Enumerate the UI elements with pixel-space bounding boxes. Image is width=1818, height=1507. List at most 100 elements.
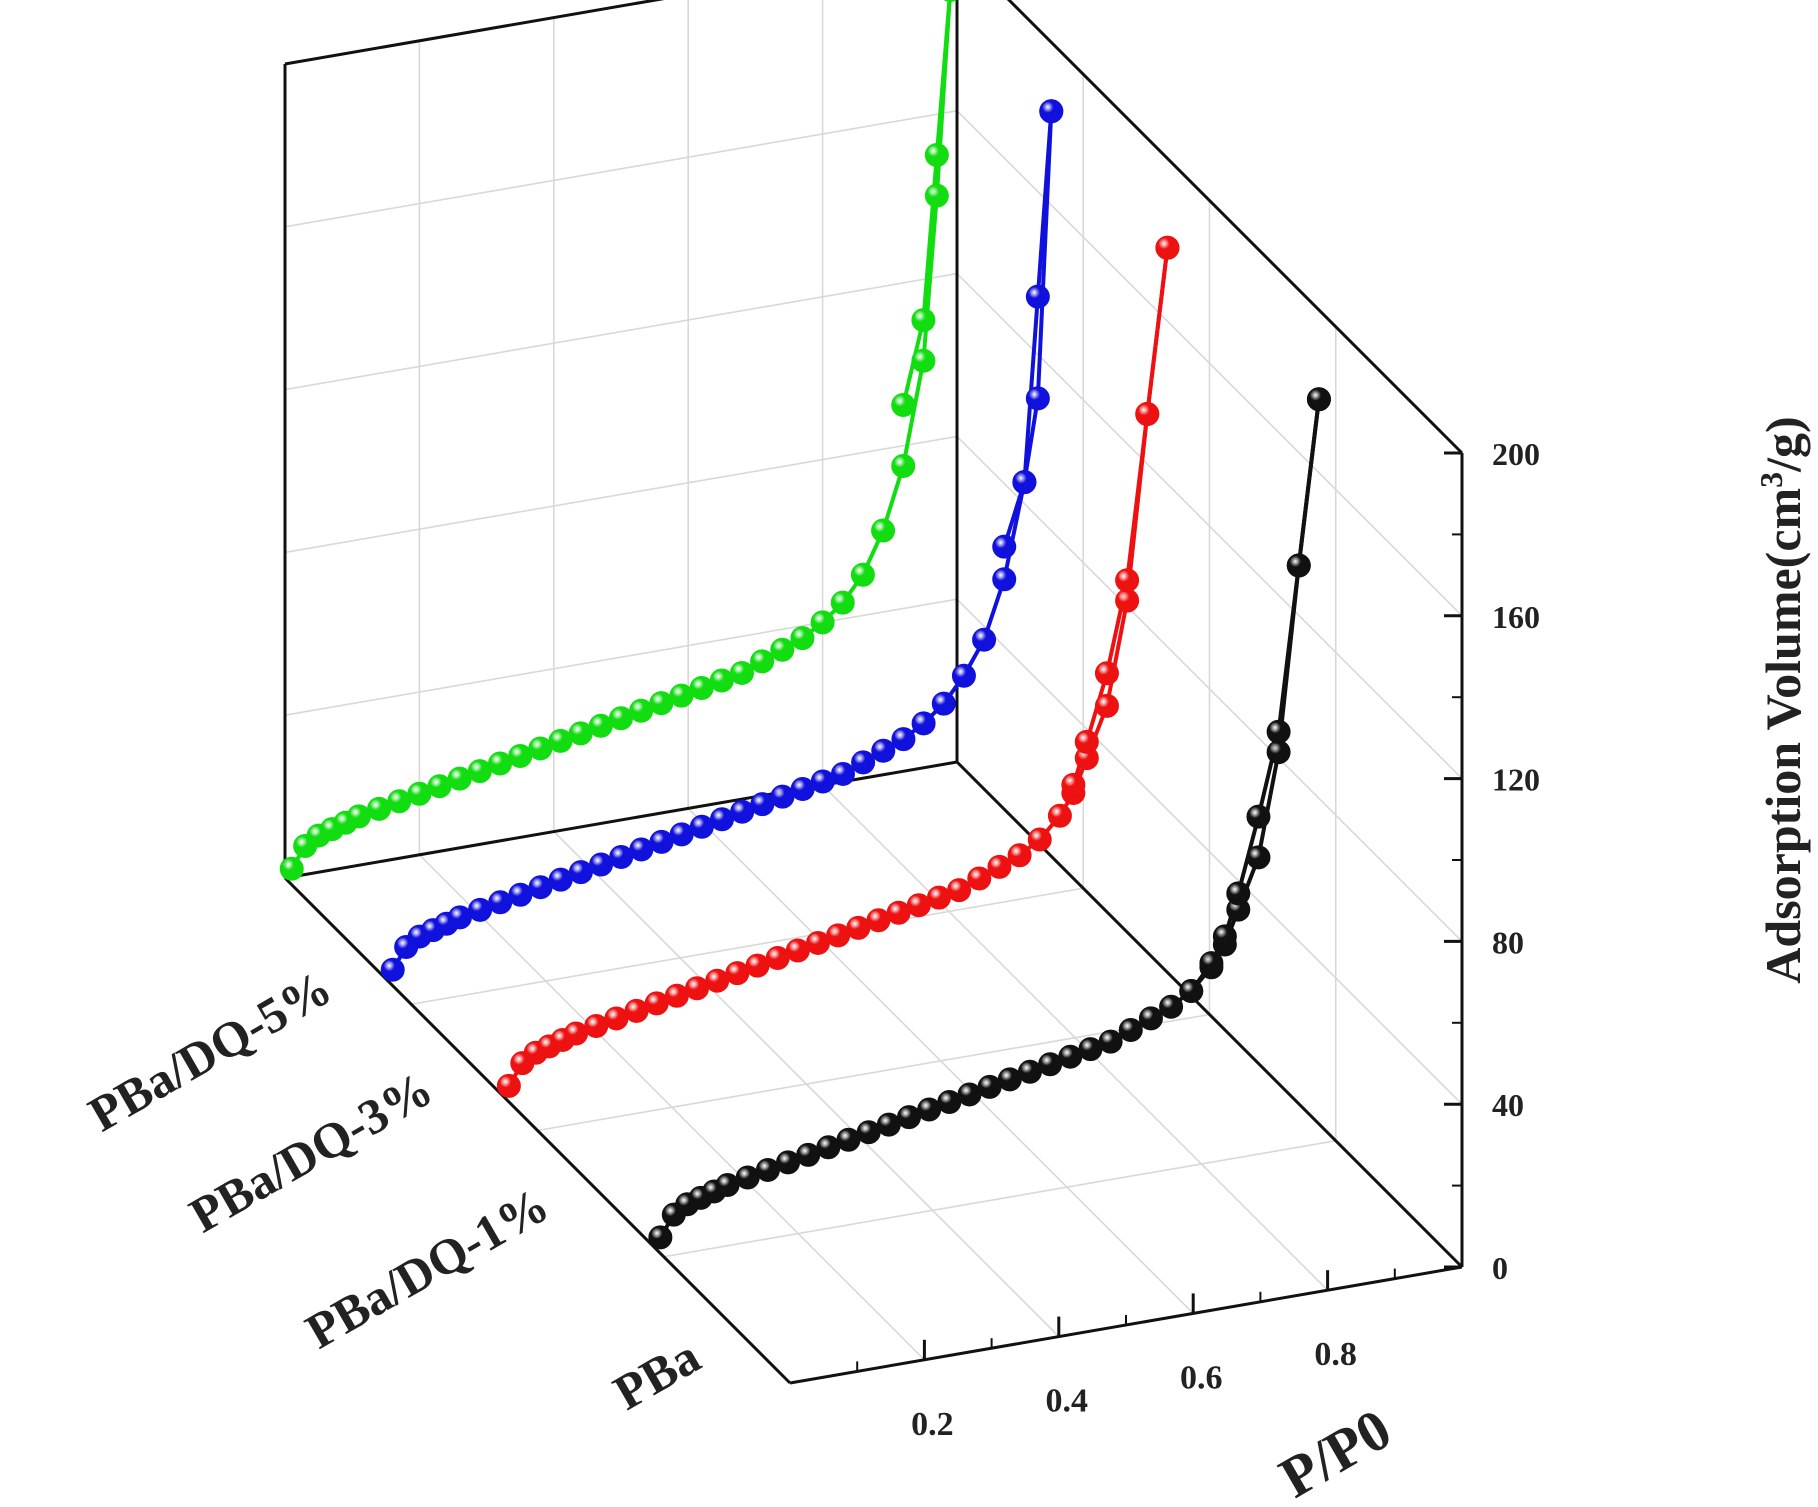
y-axis-title-suffix: /g) [1755, 416, 1811, 473]
data-point [346, 804, 371, 829]
data-point [1286, 553, 1311, 578]
data-point [1138, 1006, 1163, 1031]
data-point [1226, 881, 1251, 906]
data-point [488, 890, 513, 915]
data-point [584, 1014, 609, 1038]
data-point [467, 759, 492, 784]
data-point [891, 392, 916, 417]
data-point [488, 751, 513, 776]
back-wall-gridline-y [284, 272, 958, 391]
series-line-adsorption [658, 398, 1321, 1239]
data-point [508, 882, 533, 907]
data-point [785, 938, 810, 963]
data-point [992, 534, 1017, 559]
data-point [810, 610, 835, 635]
data-point [776, 1150, 801, 1175]
data-point [1007, 843, 1032, 868]
data-point [1266, 719, 1291, 744]
data-point [387, 789, 412, 814]
data-point [796, 1142, 821, 1167]
data-point [1061, 772, 1086, 797]
y-axis-title-prefix: Adsorption Volume(cm [1755, 488, 1811, 984]
series-line-desorption [1071, 247, 1170, 786]
data-point [937, 1090, 962, 1114]
data-point [926, 885, 951, 910]
data-point [1078, 1037, 1103, 1062]
data-point [528, 736, 553, 761]
data-point [917, 1097, 942, 1122]
y-tick-label: 80 [1492, 924, 1524, 960]
data-point [1025, 284, 1050, 309]
data-point [911, 348, 936, 373]
series-PBa/DQ-1% [496, 235, 1180, 1098]
series-layer [279, 0, 1331, 1250]
data-point [1246, 804, 1271, 829]
data-point [943, 0, 957, 2]
data-point [1017, 1059, 1042, 1084]
data-point [1098, 1029, 1123, 1054]
data-point [648, 1225, 673, 1250]
data-point [1212, 924, 1237, 949]
data-point [1058, 1044, 1083, 1069]
data-point [765, 946, 790, 971]
data-point [891, 727, 916, 752]
data-point [604, 1006, 629, 1031]
data-point [689, 814, 714, 839]
data-point [1199, 951, 1224, 976]
data-point [1115, 568, 1140, 593]
series-label: PBa/DQ-1% [296, 1176, 557, 1359]
data-point [911, 711, 936, 736]
y-axis-title: Adsorption Volume(cm3/g) [1753, 416, 1811, 983]
data-point [997, 1067, 1022, 1092]
floor-gridline-depth [537, 1013, 1210, 1132]
data-point [805, 930, 830, 955]
data-point [468, 897, 493, 922]
data-point [380, 957, 405, 982]
floor-gridline-depth [663, 1139, 1336, 1258]
data-point [1039, 99, 1064, 124]
data-point [931, 691, 956, 716]
data-point [846, 915, 871, 940]
back-wall-gridline-y [284, 110, 958, 228]
y-tick-label: 40 [1492, 1087, 1524, 1123]
data-point [1025, 386, 1050, 411]
data-point [649, 691, 674, 716]
data-point [669, 683, 694, 708]
series-label: PBa [604, 1328, 709, 1421]
y-tick-label: 200 [1492, 436, 1540, 472]
data-point [1118, 1017, 1143, 1042]
data-point [367, 796, 392, 821]
data-point [790, 626, 815, 651]
data-point [886, 900, 911, 925]
data-point [568, 860, 593, 885]
data-point [924, 142, 949, 167]
y-tick-label: 160 [1492, 599, 1540, 635]
data-point [924, 183, 949, 208]
data-point [588, 713, 613, 738]
data-point [629, 698, 654, 723]
data-point [715, 1173, 740, 1198]
axis-box-edge [284, 0, 665, 66]
data-point [830, 761, 855, 786]
data-point [906, 893, 931, 918]
data-point [685, 976, 710, 1001]
series-PBa [648, 387, 1331, 1250]
series-PBa/DQ-3% [380, 99, 1064, 982]
data-point [427, 774, 452, 799]
y-tick-label: 120 [1492, 762, 1540, 798]
side-wall-gridline-y [956, 110, 1463, 617]
data-point [568, 721, 593, 746]
data-point [447, 905, 472, 930]
x-tick-label: 0.2 [911, 1406, 954, 1443]
data-point [725, 961, 750, 986]
data-point [850, 562, 875, 587]
data-point [957, 1082, 982, 1107]
data-point [1266, 740, 1291, 765]
series-label: PBa/DQ-5% [79, 959, 340, 1142]
data-point [589, 852, 614, 877]
grid-layer [284, 0, 1463, 1361]
data-point [947, 878, 972, 903]
data-point [987, 854, 1012, 879]
